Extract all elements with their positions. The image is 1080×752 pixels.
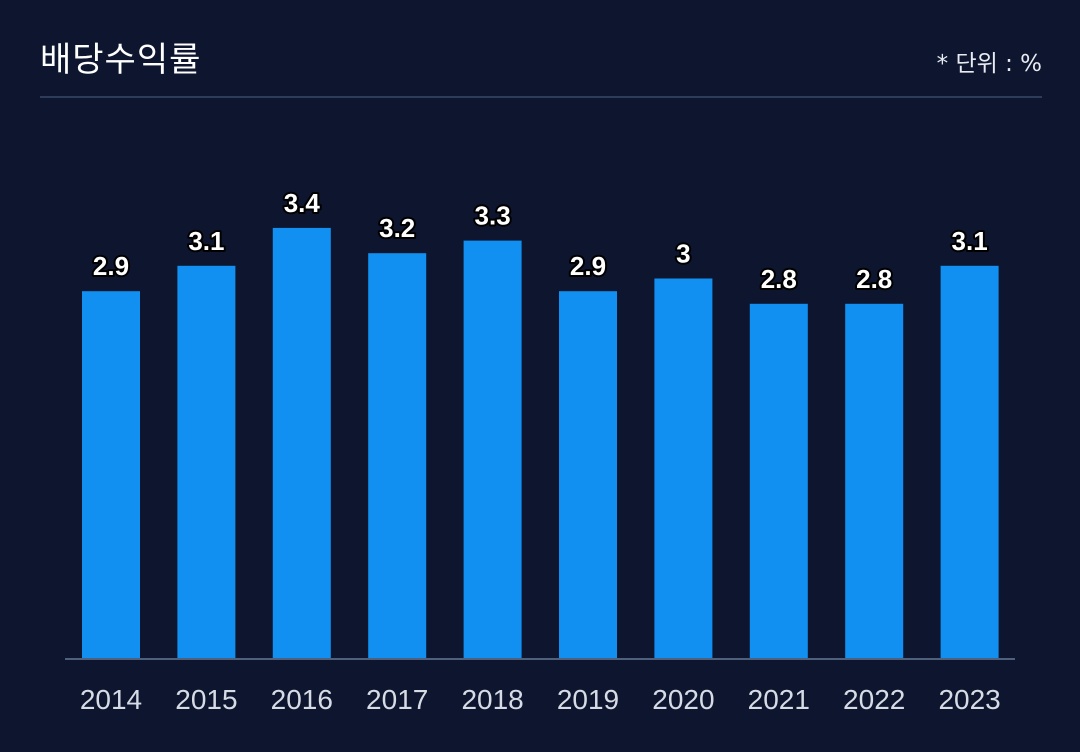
bar-2016	[272, 227, 331, 658]
x-tick-label-2019: 2019	[557, 684, 619, 715]
value-label-2020: 3	[676, 239, 690, 269]
x-tick-label-2022: 2022	[843, 684, 905, 715]
bars-group	[82, 227, 999, 658]
chart-title: 배당수익률	[40, 40, 202, 80]
unit-note: * 단위 : %	[936, 51, 1042, 77]
x-tick-label-2021: 2021	[748, 684, 810, 715]
value-label-2014: 2.9	[93, 251, 129, 281]
chart-header: 배당수익률 * 단위 : %	[40, 22, 1042, 98]
x-tick-label-2023: 2023	[938, 684, 1000, 715]
value-label-2018: 3.3	[475, 201, 511, 231]
value-label-2015: 3.1	[188, 226, 224, 256]
bar-2015	[177, 265, 236, 658]
value-label-2023: 3.1	[952, 226, 988, 256]
bar-2018	[463, 240, 522, 658]
bar-2023	[940, 265, 999, 658]
x-tick-labels-group: 2014 2015 2016 2017 2018 2019 2020 2021 2022 2023	[80, 684, 1001, 715]
value-label-2021: 2.8	[761, 264, 797, 294]
value-label-2019: 2.9	[570, 251, 606, 281]
bar-2021	[749, 303, 808, 658]
value-label-2016: 3.4	[284, 188, 321, 218]
bar-2020	[654, 278, 713, 658]
value-label-2017: 3.2	[379, 213, 415, 243]
bar-2022	[845, 303, 904, 658]
bar-2017	[368, 253, 427, 658]
x-tick-label-2015: 2015	[175, 684, 237, 715]
bar-2014	[82, 291, 140, 658]
x-tick-label-2020: 2020	[652, 684, 714, 715]
x-tick-label-2014: 2014	[80, 684, 142, 715]
value-label-2022: 2.8	[856, 264, 892, 294]
value-labels-group: 2.9 3.1 3.4 3.2 3.3 2.9 3 2.8 2.8 3.1	[91, 186, 990, 296]
x-tick-label-2016: 2016	[271, 684, 333, 715]
x-tick-label-2018: 2018	[461, 684, 523, 715]
x-tick-label-2017: 2017	[366, 684, 428, 715]
bar-2019	[559, 291, 617, 658]
